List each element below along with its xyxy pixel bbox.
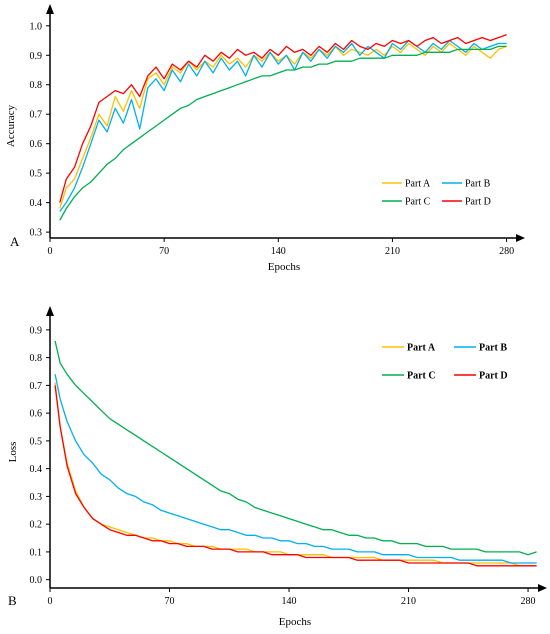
loss-y-tick-label: 0.8 bbox=[30, 353, 43, 364]
accuracy-panel-label: A bbox=[10, 234, 20, 249]
accuracy-x-tick-label: 0 bbox=[48, 246, 53, 257]
loss-x-tick-label: 280 bbox=[521, 596, 536, 607]
loss-chart-panel: 0 70 140 210 280 0.0 0.1 0.2 0.3 0.4 0.5 0.6 0.7 0.8 0… bbox=[7, 306, 547, 628]
accuracy-x-tick-label: 140 bbox=[271, 246, 286, 257]
loss-x-axis-arrow bbox=[538, 584, 547, 592]
loss-y-tick-label: 0.5 bbox=[30, 436, 43, 447]
accuracy-series-part-c-line bbox=[59, 45, 507, 221]
accuracy-y-tick-label: 0.3 bbox=[30, 228, 43, 239]
loss-series-part-a-line bbox=[54, 382, 537, 567]
loss-series-part-d-line bbox=[54, 385, 537, 567]
accuracy-legend: Part A Part B Part C Part D bbox=[382, 179, 491, 208]
loss-panel-label: B bbox=[8, 593, 17, 608]
accuracy-y-axis-title: Accuracy bbox=[5, 104, 17, 147]
loss-y-tick-label: 0.0 bbox=[30, 575, 43, 586]
loss-legend-label-part-d: Part D bbox=[479, 371, 508, 382]
accuracy-x-axis-title: Epochs bbox=[268, 261, 300, 273]
accuracy-series-part-a-line bbox=[59, 42, 507, 209]
accuracy-y-tick-label: 0.5 bbox=[30, 169, 43, 180]
loss-y-tick-label: 0.2 bbox=[30, 520, 43, 531]
loss-x-tick-label: 0 bbox=[48, 596, 53, 607]
loss-legend-label-part-a: Part A bbox=[407, 343, 436, 354]
loss-y-tick-label: 0.9 bbox=[30, 325, 43, 336]
loss-series-part-b-line bbox=[54, 374, 537, 564]
loss-y-tick-label: 0.7 bbox=[30, 381, 43, 392]
loss-legend-label-part-b: Part B bbox=[479, 343, 507, 354]
accuracy-x-tick-label: 280 bbox=[499, 246, 514, 257]
loss-x-tick-label: 140 bbox=[282, 596, 297, 607]
loss-x-tick-label: 210 bbox=[401, 596, 416, 607]
loss-series-part-c-line bbox=[54, 340, 537, 556]
loss-legend-label-part-c: Part C bbox=[407, 371, 436, 382]
loss-y-tick-label: 0.1 bbox=[30, 547, 43, 558]
loss-y-tick-label: 0.3 bbox=[30, 492, 43, 503]
accuracy-series-part-b-line bbox=[59, 39, 507, 212]
loss-y-tick-label: 0.4 bbox=[30, 464, 43, 475]
loss-y-tick-label: 0.6 bbox=[30, 409, 43, 420]
accuracy-legend-label-part-d: Part D bbox=[465, 197, 491, 208]
accuracy-legend-label-part-c: Part C bbox=[405, 197, 431, 208]
accuracy-y-axis-arrow bbox=[46, 4, 54, 14]
accuracy-x-tick-label: 70 bbox=[159, 246, 169, 257]
accuracy-y-tick-label: 0.8 bbox=[30, 80, 43, 91]
accuracy-series-part-d-line bbox=[59, 33, 507, 203]
accuracy-legend-label-part-b: Part B bbox=[465, 179, 491, 190]
loss-legend: Part A Part B Part C Part D bbox=[382, 343, 508, 382]
loss-x-axis-title: Epochs bbox=[279, 616, 311, 628]
accuracy-y-tick-label: 0.4 bbox=[30, 198, 43, 209]
accuracy-x-axis-arrow bbox=[516, 234, 525, 242]
accuracy-y-tick-label: 0.9 bbox=[30, 51, 43, 62]
accuracy-y-tick-label: 1.0 bbox=[30, 21, 43, 32]
loss-y-axis-title: Loss bbox=[7, 442, 19, 463]
accuracy-x-tick-label: 210 bbox=[385, 246, 400, 257]
accuracy-chart-panel: 0 70 140 210 280 0.3 0.4 0.5 0.6 0.7 0.8 0.9 1.0 Epoc… bbox=[5, 4, 525, 273]
loss-y-axis-arrow bbox=[46, 306, 54, 316]
accuracy-legend-label-part-a: Part A bbox=[405, 179, 431, 190]
loss-x-tick-label: 70 bbox=[165, 596, 175, 607]
accuracy-y-tick-label: 0.7 bbox=[30, 110, 43, 121]
accuracy-y-tick-label: 0.6 bbox=[30, 139, 43, 150]
